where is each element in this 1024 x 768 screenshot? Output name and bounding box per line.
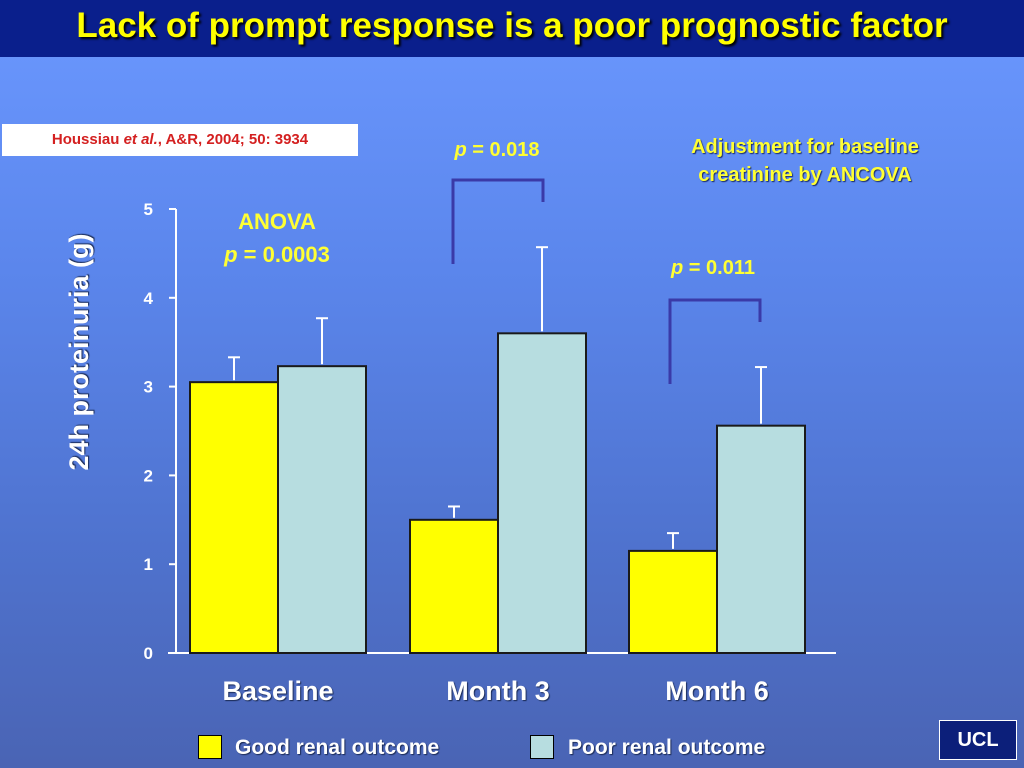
y-tick-label: 4 (144, 289, 154, 308)
legend-swatch-good (198, 735, 222, 759)
y-tick-label: 5 (144, 200, 153, 219)
y-tick-label: 1 (144, 555, 153, 574)
month3-p-value: p = 0.018 (453, 139, 539, 161)
y-axis-label: 24h proteinuria (g) (64, 233, 94, 470)
citation-etal: et al. (123, 131, 158, 148)
citation-rest: , A&R, 2004; 50: 3934 (157, 131, 309, 148)
month6-p-value: p = 0.011 (670, 257, 755, 279)
legend-label-good: Good renal outcome (235, 736, 440, 759)
y-tick-label: 3 (144, 378, 153, 397)
month3-p-rest: = 0.018 (467, 139, 540, 161)
month6-p-rest: = 0.011 (683, 257, 755, 279)
legend-swatch-poor (530, 735, 554, 759)
adjustment-note-line-1: Adjustment for baseline (691, 136, 919, 158)
month3-significance-bracket (451, 178, 545, 264)
month6-significance-bracket (668, 298, 762, 384)
chart-plot-area: 0 1 2 3 4 5 Baseline Month 3 Month 6 (144, 200, 836, 706)
y-tick-label: 0 (144, 644, 153, 663)
title-bar (0, 0, 1024, 57)
y-tick-label: 2 (144, 466, 153, 485)
bar (277, 365, 367, 654)
legend-label-poor: Poor renal outcome (568, 736, 766, 759)
x-category-label: Baseline (222, 676, 333, 706)
ucl-logo: UCL (939, 720, 1017, 760)
bar (497, 332, 587, 654)
citation-box: Houssiau et al., A&R, 2004; 50: 3934 (2, 124, 358, 156)
anova-label: ANOVA (238, 209, 316, 234)
citation-author: Houssiau (51, 131, 124, 148)
bar (189, 381, 279, 654)
x-category-label: Month 3 (446, 676, 549, 706)
anova-p-symbol: p (223, 242, 237, 267)
bar (628, 549, 718, 655)
month6-p-symbol: p (670, 257, 683, 279)
anova-p-rest: = 0.0003 (238, 242, 330, 267)
anova-p-value: p = 0.0003 (223, 242, 330, 267)
slide-title: Lack of prompt response is a poor progno… (76, 6, 948, 45)
bar (716, 424, 806, 654)
bar (409, 518, 499, 654)
month3-p-symbol: p (453, 139, 466, 161)
x-category-label: Month 6 (665, 676, 768, 706)
adjustment-note-line-2: creatinine by ANCOVA (698, 164, 912, 186)
adjustment-note: Adjustment for baseline creatinine by AN… (630, 133, 980, 189)
